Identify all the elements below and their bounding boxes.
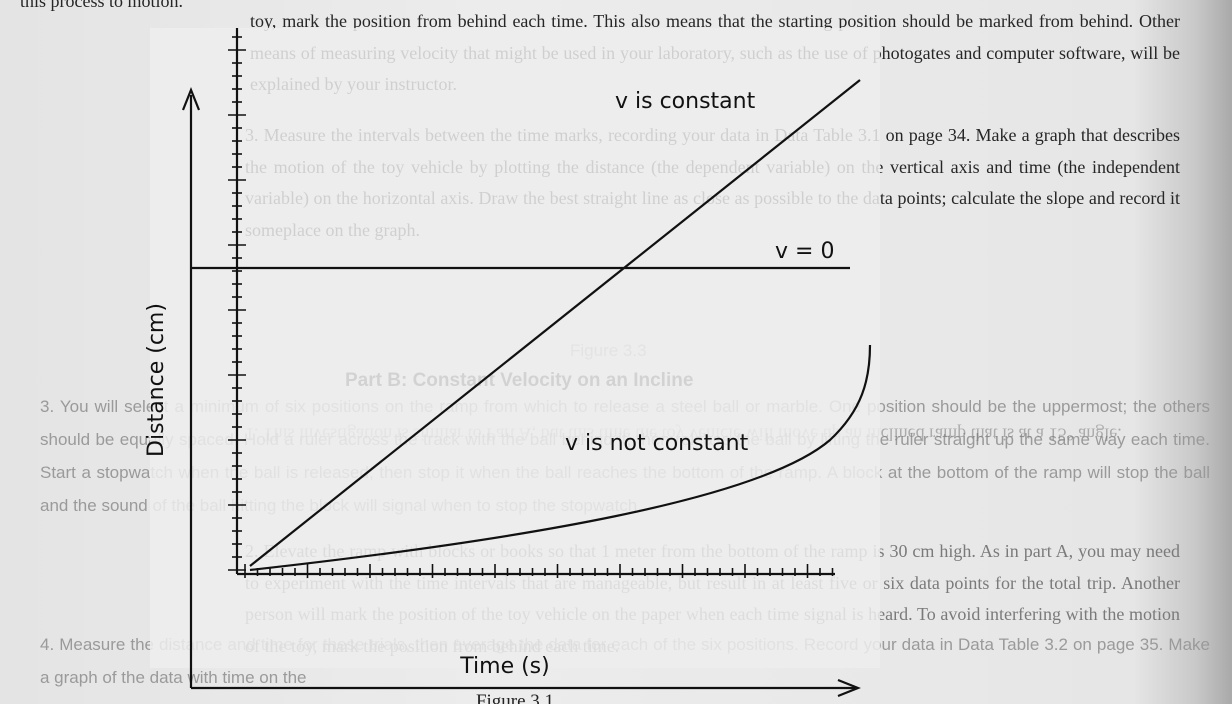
curve-label: v = 0 [775,239,834,264]
figure-caption: Figure 3.1 [476,691,554,704]
x-axis-label: Time (s) [459,654,549,679]
y-axis-label: Distance (cm) [144,303,169,457]
figure-backdrop [150,28,880,668]
top-fragment: this process to motion. [20,0,183,11]
constant-line [249,79,861,567]
curve-label: v is not constant [565,431,749,456]
accelerating-curve [249,344,872,572]
curve-label: v is constant [615,89,756,114]
arrow-head [181,87,201,111]
arrow-head [837,678,861,698]
